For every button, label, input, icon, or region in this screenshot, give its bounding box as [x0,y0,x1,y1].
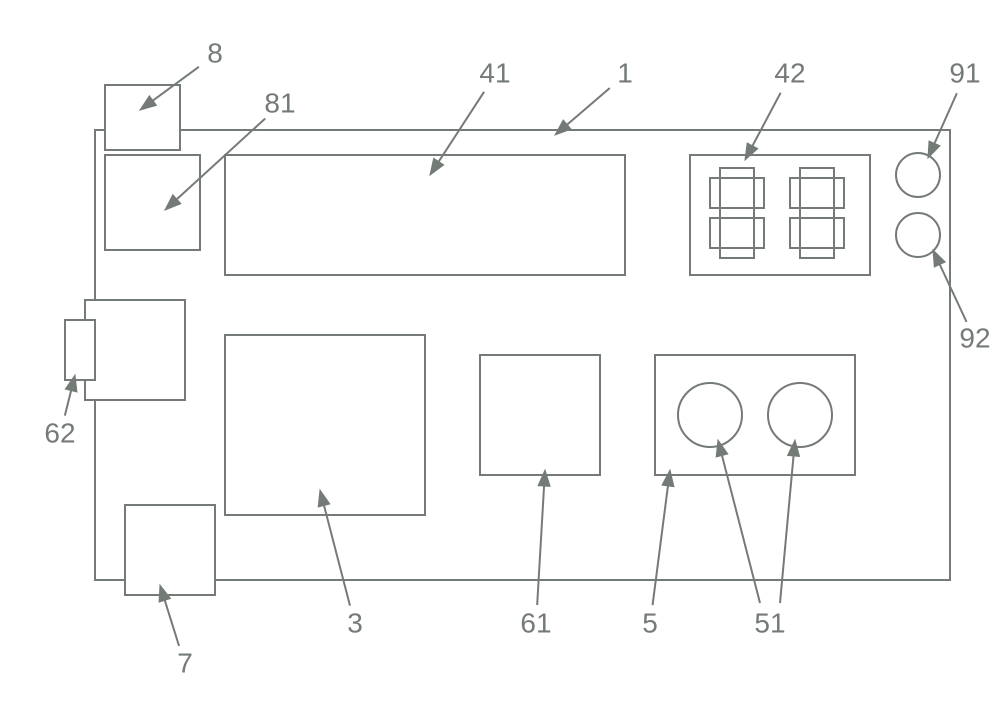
label-5: 5 [642,607,658,638]
side_conn_62_big [85,300,185,400]
label-91: 91 [949,57,980,88]
sevenseg-digit-1-seg-3 [800,248,834,258]
label-41: 41 [479,57,510,88]
overhang_8 [105,85,180,150]
sevenseg-digit-1-seg-2 [834,218,844,248]
bottom_conn_7 [125,505,215,595]
label-81: 81 [264,87,295,118]
side_conn_62_small [65,320,95,380]
btn_51_a [678,383,742,447]
label-42: 42 [774,57,805,88]
label-92: 92 [959,322,990,353]
led_91 [896,153,940,197]
sevenseg-digit-0-seg-0 [720,168,754,178]
lcd [225,155,625,275]
label-1: 1 [617,57,633,88]
label-62: 62 [44,417,75,448]
sevenseg-digit-0-seg-3 [720,248,754,258]
top_square_81 [105,155,200,250]
label-3: 3 [347,607,363,638]
sevenseg-digit-1-seg-0 [800,168,834,178]
sevenseg-digit-0-seg-1 [754,178,764,208]
label-8: 8 [207,37,223,68]
sevenseg-digit-1-seg-6 [800,208,834,218]
sevenseg-digit-0-seg-4 [710,218,720,248]
sevenseg-digit-1-seg-4 [790,218,800,248]
sevenseg-digit-0-seg-5 [710,178,720,208]
label-51: 51 [754,607,785,638]
big_chip_3 [225,335,425,515]
label-7: 7 [177,647,193,678]
sevenseg-digit-0-seg-2 [754,218,764,248]
sevenseg-digit-0-seg-6 [720,208,754,218]
sevenseg-digit-1-seg-5 [790,178,800,208]
label-61: 61 [520,607,551,638]
btn_51_b [768,383,832,447]
sevenseg-digit-1-seg-1 [834,178,844,208]
sevenseg_frame [690,155,870,275]
diagram-canvas: 8 81 41 1 42 91 92 62 7 3 61 5 51 [0,0,1000,708]
mid_chip_61 [480,355,600,475]
